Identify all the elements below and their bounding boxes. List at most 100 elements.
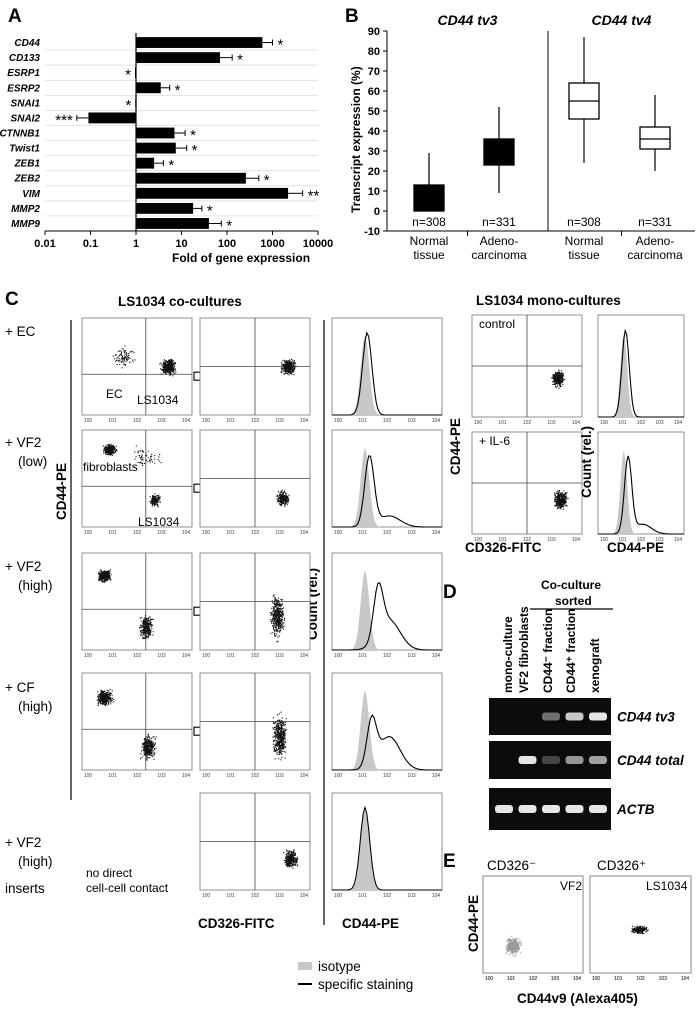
plot-frame — [331, 792, 443, 891]
tick-label: 100 — [202, 653, 211, 659]
boxplot-title: CD44 tv4 — [592, 12, 652, 28]
significance-mark: * — [175, 82, 181, 99]
lane-label: CD44⁻ fraction — [541, 609, 555, 693]
gene-label: SNAI1 — [11, 98, 41, 109]
panel-c-mono-plots: 100 101 102 103 104 100 101 102 103 104 100 101 102 1… — [471, 314, 685, 543]
x-tick-label: 0.1 — [83, 238, 98, 250]
x-category-label: Normal — [565, 234, 604, 248]
tick-label: 103 — [407, 418, 416, 424]
gel-row-label: ACTB — [616, 802, 655, 817]
scatter-points — [272, 711, 288, 761]
tick-label: 100 — [84, 530, 93, 536]
tick-label: 100 — [485, 976, 494, 982]
tick-label: 101 — [226, 893, 235, 899]
gel-band — [589, 712, 607, 721]
tick-label: 104 — [573, 976, 582, 982]
y-tick-label: 30 — [368, 146, 380, 158]
tick-label: 104 — [300, 530, 309, 536]
significance-mark: * — [192, 142, 198, 159]
tick-label: 101 — [108, 653, 117, 659]
plot-frame — [81, 429, 193, 528]
y-tick-label: 80 — [368, 46, 380, 58]
y-tick-label: 40 — [368, 126, 380, 138]
tick-label: 101 — [614, 976, 623, 982]
tick-label: 103 — [157, 653, 166, 659]
gene-label: ZEB2 — [13, 174, 40, 185]
scatter-points — [102, 443, 162, 508]
tick-label: 104 — [432, 530, 441, 536]
tick-label: 102 — [251, 773, 260, 779]
tick-label: 100 — [84, 773, 93, 779]
significance-mark: * — [226, 217, 232, 234]
scatter-points — [112, 345, 177, 377]
tick-label: 101 — [507, 976, 516, 982]
tick-label: 100 — [334, 653, 343, 659]
lane-label: xenograft — [588, 638, 602, 693]
tick-label: 100 — [485, 976, 494, 982]
tick-label: 102 — [529, 976, 538, 982]
tick-label: 103 — [275, 773, 284, 779]
tick-label: 102 — [383, 418, 392, 424]
gel-band — [565, 756, 584, 764]
box — [639, 126, 671, 150]
tick-label: 102 — [383, 653, 392, 659]
tick-label: 101 — [618, 420, 627, 426]
isotype-histogram — [332, 690, 442, 770]
tick-label: 100 — [202, 773, 211, 779]
tick-label: 103 — [407, 773, 416, 779]
significance-mark: * — [168, 157, 174, 174]
x-category-label: carcinoma — [471, 248, 527, 262]
specific-staining-histogram — [332, 331, 442, 416]
tick-label: 100 — [202, 418, 211, 424]
plot-frame — [331, 429, 443, 528]
tick-label: 103 — [157, 530, 166, 536]
tick-label: 101 — [358, 418, 367, 424]
annotation-ls1034: LS1034 — [138, 515, 180, 529]
gel-band — [518, 756, 537, 764]
plot-frame — [589, 875, 692, 974]
tick-label: 101 — [498, 537, 507, 543]
gene-label: ESRP1 — [7, 68, 40, 79]
gene-label: VIM — [22, 189, 40, 200]
isotype-histogram — [332, 447, 442, 527]
significance-mark: * — [264, 172, 270, 189]
panel-c-row-labels: + EC + VF2 (low) + VF2 (high) + CF (high… — [5, 324, 169, 896]
x-category-label: Normal — [410, 234, 449, 248]
tick-label: 103 — [275, 418, 284, 424]
panel-label-a: A — [8, 6, 22, 27]
row-label: + EC — [5, 324, 36, 339]
annotation-ls1034: LS1034 — [137, 393, 179, 407]
significance-mark: * — [278, 37, 284, 54]
tick-label: 104 — [572, 537, 581, 543]
box-n-label: n=331 — [482, 215, 516, 229]
x-category-label: Adeno- — [636, 234, 675, 248]
tick-label: 100 — [474, 420, 483, 426]
specific-staining-histogram — [332, 714, 442, 771]
plot-frame — [597, 314, 685, 418]
gene-label: ESRP2 — [7, 83, 40, 94]
scatter-points — [280, 358, 297, 376]
tick-label: 103 — [547, 420, 556, 426]
panel-c-xlabel-pe: CD44-PE — [342, 916, 399, 931]
gel-row-label: CD44 tv3 — [617, 710, 675, 725]
tick-label: 100 — [334, 530, 343, 536]
tick-label: 101 — [507, 976, 516, 982]
panel-c-ylabel: CD44-PE — [54, 463, 69, 520]
panel-label-d: D — [443, 582, 457, 603]
lane-label: VF2 fibroblasts — [517, 606, 531, 693]
panel-e-right-label: LS1034 — [646, 879, 688, 893]
tick-label: 104 — [674, 537, 683, 543]
gel-band — [542, 805, 560, 813]
legend: isotype specific staining — [298, 959, 413, 992]
box-n-label: n=308 — [567, 215, 601, 229]
panel-c-mono-title: LS1034 mono-cultures — [476, 293, 621, 308]
gel-band — [589, 805, 607, 813]
y-tick-label: 60 — [368, 86, 380, 98]
tick-label: 103 — [655, 537, 664, 543]
gel-band — [542, 756, 560, 764]
tick-label: 101 — [618, 537, 627, 543]
tick-label: 104 — [681, 976, 690, 982]
mono-xlabel-pe: CD44-PE — [607, 540, 664, 555]
